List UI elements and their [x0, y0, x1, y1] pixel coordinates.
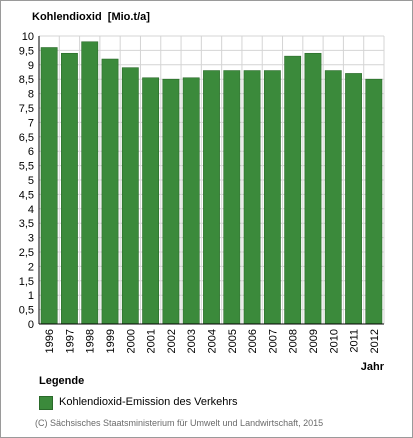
bar-chart: 0 0,5 1 1,5 2 2,5 3 3,5 4 4,5 5 5,5 6 6,5 7 7,5 8 8,5 9 9,5… — [19, 31, 385, 373]
bar — [284, 55, 302, 325]
y-tick-label: 9 — [28, 60, 34, 72]
chart-title: Kohlendioxid [Mio.t/a] — [32, 11, 150, 23]
x-tick-label: 1998 — [85, 329, 97, 353]
x-tick-label: 2004 — [207, 329, 219, 353]
x-tick-label: 2012 — [369, 329, 381, 353]
y-tick-label: 0 — [28, 319, 34, 331]
y-tick-label: 0,5 — [19, 305, 34, 317]
y-tick-label: 3,5 — [19, 218, 34, 230]
x-tick-label: 2003 — [186, 329, 198, 353]
bars — [40, 41, 383, 325]
tick-labels: 0 0,5 1 1,5 2 2,5 3 3,5 4 4,5 5 5,5 6 6,5 7 7,5 8 8,5 9 9,5… — [19, 31, 385, 373]
x-tick-label: 2009 — [308, 329, 320, 353]
y-tick-label: 8,5 — [19, 74, 34, 86]
x-tick-label: 2005 — [227, 329, 239, 353]
bar — [142, 77, 160, 325]
bar — [365, 78, 383, 325]
x-tick-label: 2001 — [146, 329, 158, 353]
x-axis-title: Jahr — [361, 361, 385, 373]
y-tick-label: 9,5 — [19, 45, 34, 57]
y-tick-label: 7 — [28, 117, 34, 129]
y-tick-label: 4,5 — [19, 189, 34, 201]
x-tick-label: 1996 — [44, 329, 56, 353]
bar — [40, 47, 58, 325]
y-tick-label: 7,5 — [19, 103, 34, 115]
legend-title: Legende — [39, 375, 85, 387]
x-tick-label: 1999 — [105, 329, 117, 353]
x-tick-label: 2011 — [349, 329, 361, 353]
x-tick-label: 2007 — [267, 329, 279, 353]
bar — [121, 67, 139, 325]
y-tick-label: 1 — [28, 290, 34, 302]
y-tick-label: 6 — [28, 146, 34, 158]
bar — [81, 41, 99, 325]
bar — [345, 73, 362, 325]
x-tick-label: 2010 — [328, 329, 340, 353]
axes — [38, 36, 384, 325]
y-tick-label: 3 — [28, 233, 34, 245]
y-tick-label: 5 — [28, 175, 34, 187]
bar — [162, 78, 180, 325]
y-tick-label: 8 — [28, 89, 34, 101]
bar — [101, 58, 119, 325]
bar — [61, 52, 78, 325]
bar — [324, 70, 342, 325]
bar — [304, 52, 322, 325]
y-tick-label: 2,5 — [19, 247, 34, 259]
legend-swatch — [39, 396, 53, 410]
bar — [223, 70, 241, 325]
x-tick-label: 2008 — [288, 329, 300, 353]
y-tick-label: 5,5 — [19, 161, 34, 173]
x-tick-label: 2000 — [125, 329, 137, 353]
y-tick-label: 2 — [28, 261, 34, 273]
y-tick-label: 10 — [22, 31, 34, 43]
x-tick-label: 2002 — [166, 329, 178, 353]
y-tick-label: 6,5 — [19, 132, 34, 144]
bar — [203, 70, 220, 325]
bar — [182, 77, 200, 325]
legend-label: Kohlendioxid-Emission des Verkehrs — [59, 396, 238, 408]
y-tick-label: 1,5 — [19, 276, 34, 288]
copyright-notice: (C) Sächsisches Staatsministerium für Um… — [35, 418, 324, 428]
x-tick-label: 1997 — [64, 329, 76, 353]
bar — [243, 70, 261, 325]
bar — [263, 70, 281, 325]
y-tick-label: 4 — [28, 204, 34, 216]
x-tick-label: 2006 — [247, 329, 259, 353]
